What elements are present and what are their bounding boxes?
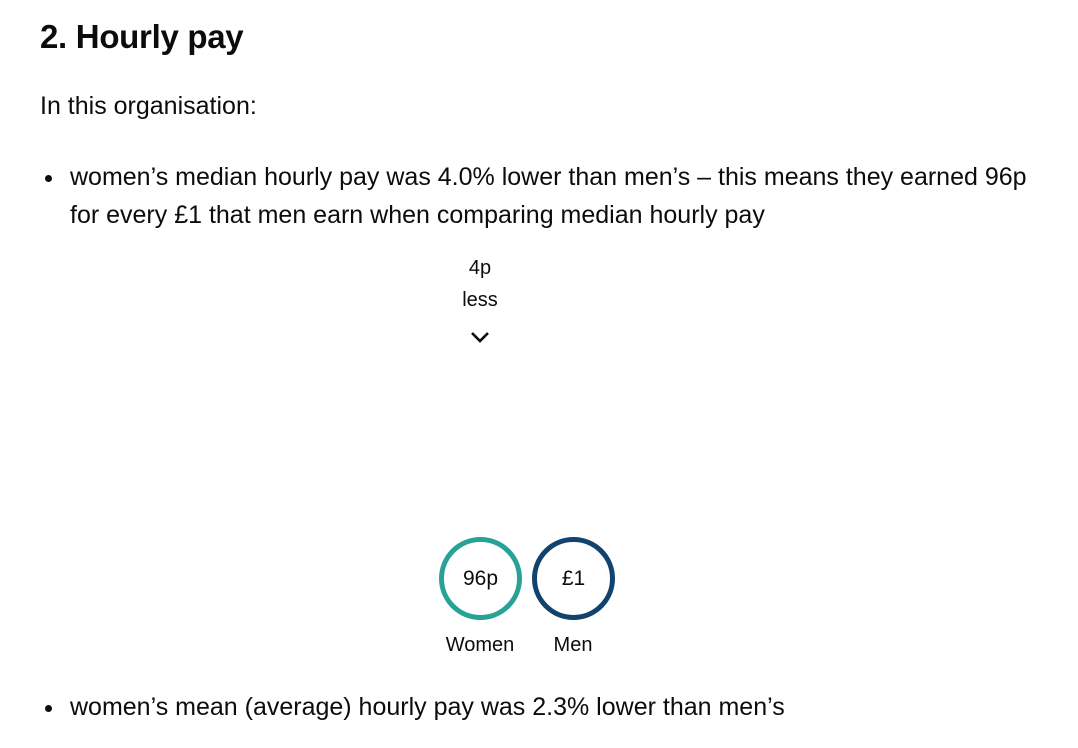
category-label-women: Women (445, 634, 515, 656)
chevron-down-icon (471, 332, 489, 343)
list-item-median: women’s median hourly pay was 4.0% lower… (45, 158, 1030, 234)
difference-label-amount: 4p (468, 257, 492, 279)
difference-label-text: less (462, 289, 498, 311)
page-title: 2. Hourly pay (40, 18, 244, 55)
value-label-women: 96p (462, 566, 499, 590)
intro-text: In this organisation: (40, 92, 257, 120)
value-circle-women: 96p (439, 537, 522, 620)
category-label-men: Men (553, 634, 593, 656)
value-circle-men: £1 (532, 537, 615, 620)
list-item-mean: women’s mean (average) hourly pay was 2.… (45, 688, 1030, 726)
value-label-men: £1 (561, 566, 586, 590)
